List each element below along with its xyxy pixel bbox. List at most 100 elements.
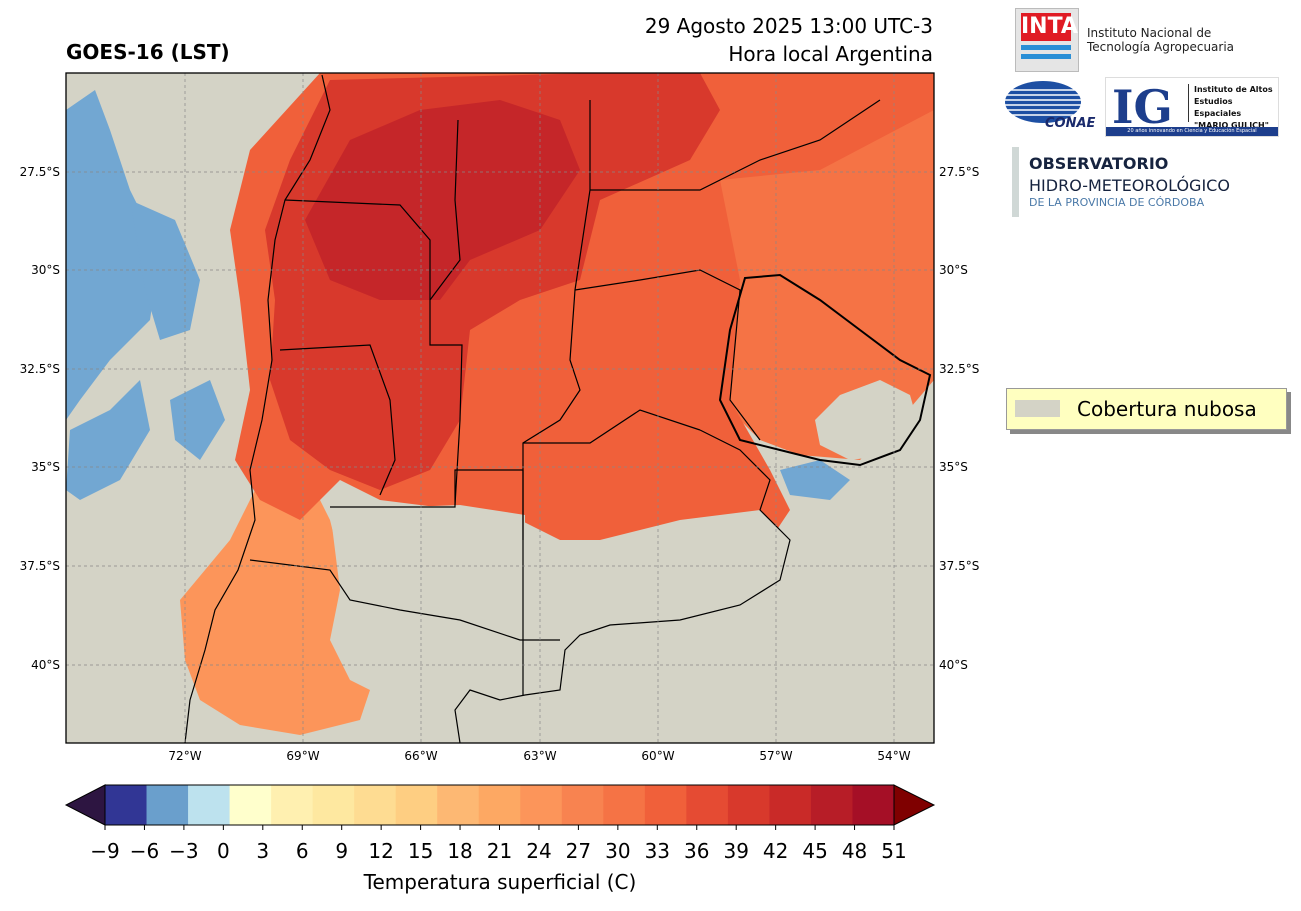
latitude-label: 40°S (939, 658, 968, 672)
colorbar-segment (686, 785, 729, 825)
colorbar-segment (312, 785, 355, 825)
cloud-legend-label: Cobertura nubosa (1077, 397, 1257, 421)
cold-patch-1 (66, 90, 160, 420)
border-la-pampa (330, 469, 524, 695)
inta-name-line-2: Tecnología Agropecuaria (1087, 40, 1235, 54)
colorbar-tick-label: 24 (526, 839, 551, 863)
colorbar-segment (271, 785, 314, 825)
cloud-cover-south (525, 510, 790, 630)
border-coast (454, 429, 791, 743)
longitude-label: 54°W (877, 749, 910, 763)
observatorio-title: OBSERVATORIO (1029, 154, 1169, 173)
cloud-cover-patagonia (330, 505, 560, 743)
ig-band: 20 años innovando en Ciencia y Educación… (1106, 127, 1278, 136)
ig-logo: IG Instituto de Altos Estudios Espaciale… (1105, 77, 1279, 137)
inta-name: Instituto Nacional de Tecnología Agropec… (1087, 26, 1234, 54)
border-rio-negro (249, 559, 560, 641)
colorbar-tick-label: 30 (605, 839, 630, 863)
conae-logo (1005, 81, 1081, 123)
longitude-labels: 72°W 69°W 66°W 63°W 60°W 57°W 54°W (168, 749, 910, 763)
colorbar-tick-label: 45 (802, 839, 827, 863)
inta-name-line-1: Instituto Nacional de (1087, 26, 1212, 40)
region-cool-south (180, 460, 380, 735)
local-time-line: Hora local Argentina (728, 42, 933, 66)
colorbar-segment (229, 785, 272, 825)
cold-patch-3 (66, 380, 150, 500)
colorbar-label: Temperatura superficial (C) (363, 870, 637, 894)
border-uruguay (718, 273, 932, 467)
colorbar-tick-label: 9 (335, 839, 348, 863)
cloud-legend: Cobertura nubosa (1006, 388, 1287, 430)
longitude-label: 57°W (759, 749, 792, 763)
colorbar-tick-label: 39 (723, 839, 748, 863)
ig-separator (1188, 84, 1189, 122)
latitude-label: 35°S (939, 460, 968, 474)
conae-wordmark: CONAE (1045, 116, 1096, 131)
map-figure: 27.5°S 30°S 32.5°S 35°S 37.5°S 40°S 27.5°S 30°… (20, 72, 979, 863)
latitude-label: 27.5°S (20, 165, 60, 179)
colorbar-over-arrow (893, 784, 936, 826)
border-andes (184, 74, 331, 743)
inta-mark: INTA (1021, 13, 1078, 41)
latitude-label: 30°S (939, 263, 968, 277)
latitude-label: 30°S (31, 263, 60, 277)
colorbar-tick-label: 33 (645, 839, 670, 863)
border-san-juan (284, 199, 431, 300)
colorbar-tick-label: 15 (408, 839, 433, 863)
colorbar-segment (395, 785, 438, 825)
latitude-labels-left: 27.5°S 30°S 32.5°S 35°S 37.5°S 40°S (20, 165, 60, 672)
map-frame (65, 72, 935, 744)
observatorio-subtitle: HIDRO-METEOROLÓGICO (1029, 176, 1230, 195)
colorbar-tick-label: −9 (90, 839, 119, 863)
colorbar-segment (852, 785, 895, 825)
colorbar-tick-label: 21 (487, 839, 512, 863)
graticule (66, 73, 934, 743)
colorbar-segment (769, 785, 812, 825)
temperature-regions (180, 73, 934, 735)
colorbar-segment (478, 785, 521, 825)
colorbar-segment (105, 785, 148, 825)
longitude-label: 60°W (641, 749, 674, 763)
latitude-label: 35°S (31, 460, 60, 474)
ig-name-line-2: Estudios Espaciales (1194, 97, 1242, 118)
colorbar-tick-label: −3 (169, 839, 198, 863)
colorbar-segment (644, 785, 687, 825)
border-corrientes-north (590, 99, 881, 191)
inta-logo: INTA (1015, 8, 1079, 72)
ig-mark: IG (1112, 80, 1173, 134)
latitude-label: 27.5°S (939, 165, 979, 179)
colorbar-tick-label: 51 (881, 839, 906, 863)
border-cordoba-east (429, 119, 463, 506)
colorbar-segment (188, 785, 231, 825)
colorbar-segment (603, 785, 646, 825)
longitude-label: 66°W (404, 749, 437, 763)
latitude-label: 40°S (31, 658, 60, 672)
colorbar-segment (437, 785, 480, 825)
ig-name: Instituto de Altos Estudios Espaciales "… (1194, 84, 1278, 132)
cold-patch-5 (780, 460, 850, 500)
colorbar-segment (810, 785, 853, 825)
colorbar-tick-label: 42 (763, 839, 788, 863)
colorbar-tick-label: 3 (256, 839, 269, 863)
colorbar-tick-label: 12 (368, 839, 393, 863)
colorbar-tick-label: 0 (217, 839, 230, 863)
colorbar-tick-label: 18 (447, 839, 472, 863)
latitude-label: 37.5°S (20, 559, 60, 573)
border-mendoza (279, 344, 396, 496)
inta-stripe-1 (1021, 45, 1071, 50)
latitude-label: 37.5°S (939, 559, 979, 573)
longitude-label: 72°W (168, 749, 201, 763)
observatorio-province: DE LA PROVINCIA DE CÓRDOBA (1029, 196, 1205, 209)
temperature-map (66, 73, 934, 743)
inta-stripe-2 (1021, 54, 1071, 59)
date-line: 29 Agosto 2025 13:00 UTC-3 (644, 14, 933, 38)
border-buenos-aires-north (523, 409, 701, 444)
cold-patch-4 (170, 380, 225, 460)
colorbar-segment (146, 785, 189, 825)
observatorio-bar (1012, 147, 1019, 217)
border-entre-rios (574, 269, 761, 441)
latitude-labels-right: 27.5°S 30°S 32.5°S 35°S 37.5°S 40°S (939, 165, 979, 672)
colorbar-segment (561, 785, 604, 825)
colorbar-segment (727, 785, 770, 825)
latitude-label: 32.5°S (939, 362, 979, 376)
